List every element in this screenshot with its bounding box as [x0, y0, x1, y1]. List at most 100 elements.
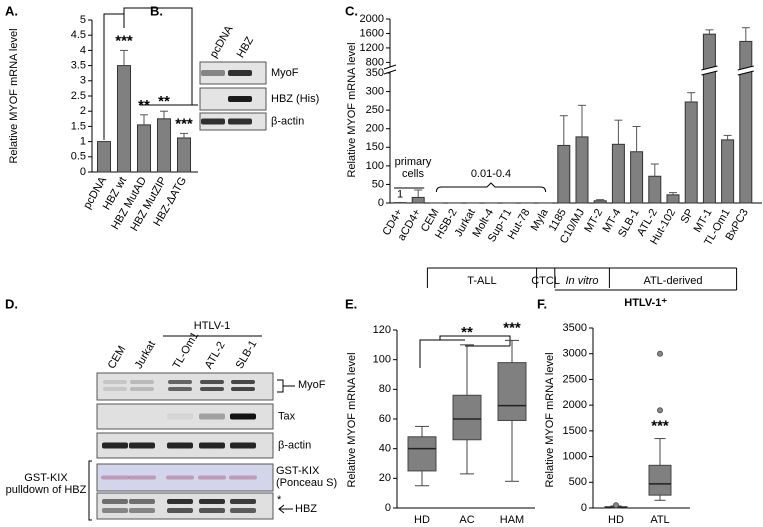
significance: ** — [138, 97, 150, 114]
y-tick-label: 3.5 — [71, 60, 86, 72]
bar — [648, 175, 662, 204]
lane-label: Jurkat — [133, 339, 158, 371]
band — [231, 380, 255, 384]
x-tick-label: HAM — [500, 514, 524, 526]
y-tick-label: 0 — [581, 502, 587, 514]
bar — [557, 144, 571, 204]
y-tick-label: 3500 — [563, 322, 587, 334]
box — [497, 362, 527, 421]
band — [101, 475, 129, 480]
axis-break — [384, 67, 396, 72]
row-label: HBZ — [295, 503, 317, 515]
bar — [575, 136, 589, 204]
blot — [96, 372, 274, 401]
band — [102, 508, 128, 513]
y-tick-label: 3 — [80, 75, 86, 87]
group-label: ATL-derived — [643, 275, 702, 287]
y-tick-label: 60 — [379, 413, 391, 425]
band — [230, 499, 256, 504]
panel-label: C. — [345, 3, 358, 18]
arrow — [278, 504, 293, 514]
y-tick-label: 300 — [366, 85, 384, 97]
x-tick-label: HD — [608, 514, 624, 526]
side-label-box: GST-KIX pulldown of HBZ — [5, 472, 87, 496]
band — [130, 380, 154, 384]
y-tick-label: 0 — [378, 197, 384, 209]
y-tick-label: 1600 — [360, 27, 384, 39]
band — [167, 499, 193, 504]
band — [166, 475, 194, 480]
y-tick-label: 5 — [80, 14, 86, 26]
primary-label-box: primary cells — [395, 156, 432, 180]
panel-label: B. — [150, 3, 163, 18]
outlier — [657, 407, 663, 414]
range-label: 0.01-0.4 — [471, 168, 511, 180]
bar — [97, 141, 111, 173]
y-tick-label: 120 — [373, 324, 391, 336]
side-bracket — [88, 460, 92, 521]
panel-label: F. — [537, 296, 547, 311]
bar — [684, 101, 698, 204]
band — [228, 118, 252, 125]
y-tick-label: 2000 — [563, 399, 587, 411]
lane-label: CEM — [106, 344, 129, 371]
y-axis-label: Relative MYOF mRNA level — [346, 352, 358, 487]
bar-break — [701, 66, 718, 75]
band — [129, 442, 155, 449]
y-tick-label: 1200 — [360, 42, 384, 54]
y-tick-label: 100 — [366, 160, 384, 172]
bar — [611, 143, 625, 204]
band — [200, 387, 224, 391]
y-tick-label: 0.5 — [71, 151, 86, 163]
lane-label: HBZ — [235, 35, 257, 60]
significance: ** — [158, 93, 170, 110]
lane-label: pcDNA — [208, 23, 236, 60]
bar-break — [737, 66, 754, 75]
bar — [177, 137, 191, 173]
panel-label: D. — [5, 296, 18, 311]
bar — [666, 194, 680, 204]
box — [407, 436, 437, 472]
band — [228, 70, 252, 76]
y-tick-label: 0 — [385, 502, 391, 514]
band — [201, 70, 225, 76]
band — [230, 508, 256, 513]
band — [167, 508, 193, 513]
band — [167, 413, 193, 420]
x-tick-label: ATL — [650, 514, 669, 526]
y-tick-label: 500 — [569, 476, 587, 488]
significance: *** — [503, 319, 521, 336]
bar — [137, 124, 151, 173]
bar — [702, 33, 716, 204]
significance: *** — [175, 115, 193, 132]
band — [231, 387, 255, 391]
row-label: Tax — [278, 410, 296, 422]
band — [199, 499, 225, 504]
side-label: GST-KIX pulldown of HBZ — [5, 472, 87, 496]
band — [167, 442, 193, 449]
band — [103, 387, 127, 391]
bar — [411, 196, 425, 204]
outlier — [657, 350, 663, 357]
y-tick-label: 40 — [379, 443, 391, 455]
outlier — [613, 502, 619, 509]
band — [129, 508, 155, 513]
x-tick-label: HD — [414, 514, 430, 526]
y-tick-label: 2 — [80, 105, 86, 117]
lane-group-label: HTLV-1 — [194, 320, 230, 332]
y-axis-label: Relative MYOF mRNA level — [544, 352, 556, 487]
box — [648, 464, 672, 496]
y-tick-label: 1 — [80, 136, 86, 148]
band — [199, 442, 225, 449]
y-tick-label: 1000 — [563, 450, 587, 462]
bar-break-mark — [737, 65, 754, 76]
significance: *** — [651, 418, 669, 435]
band — [228, 96, 252, 102]
band — [229, 475, 257, 480]
band — [230, 442, 256, 449]
bracket — [103, 13, 125, 140]
band — [230, 413, 256, 420]
super-group-label: HTLV-1⁺ — [624, 297, 667, 309]
band — [198, 475, 226, 480]
